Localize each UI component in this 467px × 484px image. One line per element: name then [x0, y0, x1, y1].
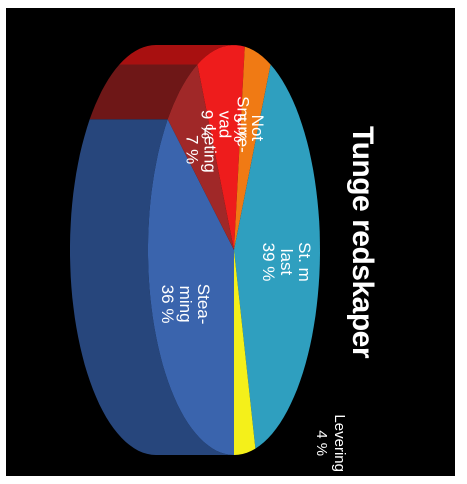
- pie-category-label: Not: [248, 115, 267, 142]
- pie-category-label: St. m: [295, 242, 314, 282]
- pie-slice-6: [234, 250, 256, 455]
- pie-category-label: Snurre-: [234, 96, 253, 153]
- pie-slice-3: [197, 45, 245, 250]
- pie-category-label: Leting: [200, 126, 219, 172]
- pie-slice-2: [167, 64, 234, 250]
- pie-slice-4: [234, 46, 271, 250]
- pie-side-2: [89, 64, 198, 120]
- pie-value-label: 4 %: [313, 430, 330, 456]
- pie-slices: [148, 45, 320, 456]
- pie-value-label: 36 %: [158, 285, 177, 324]
- pie-category-label: ming: [176, 286, 195, 323]
- pie-slice-5: [234, 64, 320, 449]
- pie-category-label: Levering: [331, 414, 348, 472]
- pie-category-label: Stea-: [194, 284, 213, 325]
- rotated-content: Stea-ming 36 % Leting 7 % Snurre-vad 9 % Not 5 …: [6, 8, 455, 476]
- pie-category-label: vad: [216, 111, 235, 138]
- pie-side-3: [119, 45, 234, 65]
- pie-value-label: 9 %: [198, 110, 217, 139]
- pie-category-label: last: [277, 249, 296, 276]
- pie-value-label: 39 %: [259, 243, 278, 282]
- chart-slide: Stea-ming 36 % Leting 7 % Snurre-vad 9 % Not 5 …: [6, 8, 455, 476]
- pie-value-label: 5 %: [230, 113, 249, 142]
- chart-title: Tunge redskaper: [346, 125, 379, 359]
- pie-value-label: 7 %: [182, 135, 201, 164]
- pie-slice-1: [148, 119, 234, 456]
- pie-side-1: [70, 119, 234, 456]
- pie-sides: [70, 45, 234, 456]
